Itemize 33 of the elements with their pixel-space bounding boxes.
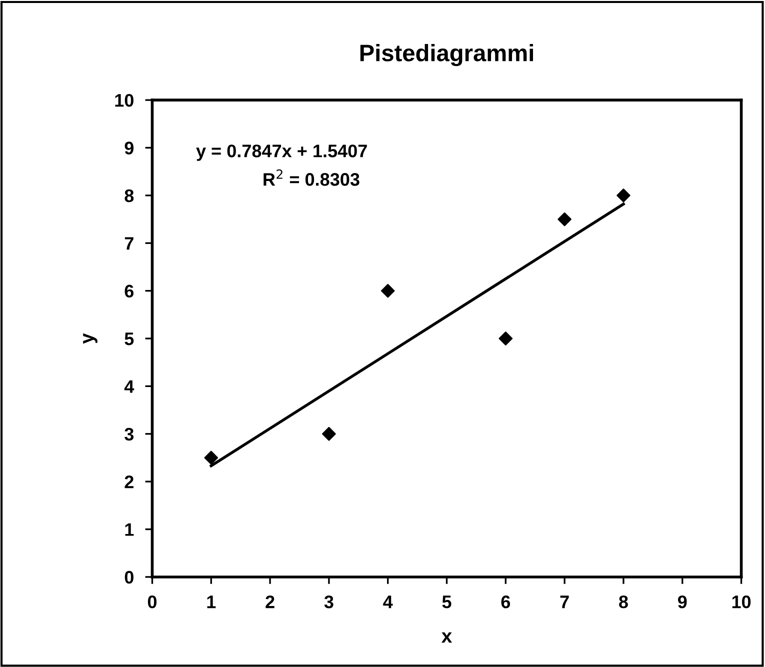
y-tick-label: 0 <box>124 570 134 584</box>
point <box>616 188 630 202</box>
y-tick-label: 9 <box>124 142 134 154</box>
point <box>204 450 218 465</box>
y-tick-label: 2 <box>124 476 134 488</box>
point <box>322 426 336 441</box>
y-tick-label: 8 <box>124 189 134 202</box>
point <box>380 284 395 298</box>
x-tick-label: 9 <box>678 595 687 608</box>
x-tick-label: 3 <box>324 595 334 608</box>
x-tick-label: 1 <box>207 596 216 608</box>
x-tick-label: 7 <box>560 596 569 608</box>
y-axis-title: y <box>83 333 98 344</box>
annotation: R$^{2}$ = 0.8303 <box>264 169 360 186</box>
y-tick-label: 10 <box>115 94 134 107</box>
x-tick-label: 0 <box>148 595 157 608</box>
x-tick-label: 10 <box>732 595 751 608</box>
annotation: y = 0.7847x + 1.5407 <box>196 144 367 161</box>
x-tick-label: 4 <box>383 596 393 608</box>
y-tick-label: 7 <box>124 237 134 250</box>
x-axis-title: x <box>441 632 452 643</box>
point <box>498 332 513 346</box>
y-tick-label: 6 <box>124 284 134 298</box>
chart-title: Pistediagrammi <box>360 44 534 66</box>
x-tick-label: 2 <box>266 595 274 608</box>
y-tick-label: 4 <box>124 380 134 393</box>
x-tick-label: 5 <box>442 596 452 608</box>
x-tick-label: 8 <box>619 595 628 608</box>
y-tick-label: 5 <box>124 332 134 346</box>
y-tick-label: 1 <box>125 523 134 536</box>
y-tick-label: 3 <box>124 428 134 441</box>
point <box>558 212 572 226</box>
x-tick-label: 6 <box>501 595 510 608</box>
